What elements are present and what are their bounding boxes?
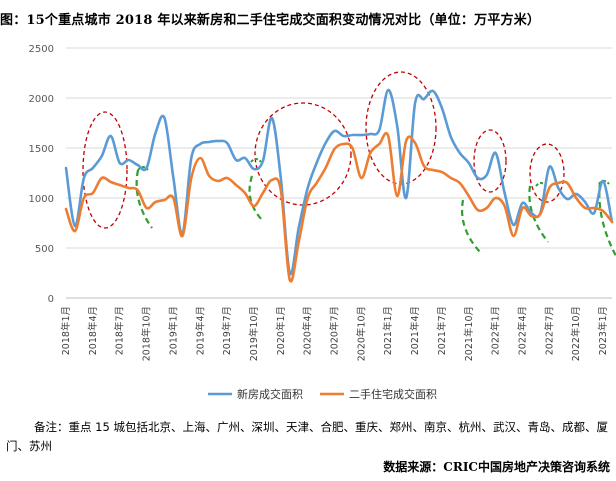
- y-tick-label: 2500: [29, 44, 54, 55]
- x-tick-label: 2021年1月: [382, 306, 394, 355]
- x-tick-label: 2022年10月: [570, 306, 582, 361]
- x-tick-label: 2021年4月: [409, 306, 421, 355]
- highlight-circle: [473, 129, 507, 193]
- y-tick-label: 0: [48, 294, 54, 305]
- x-tick-label: 2020年1月: [275, 306, 287, 355]
- series-new-house: [64, 88, 614, 276]
- x-tick-label: 2020年4月: [302, 306, 314, 355]
- x-tick-label: 2018年7月: [114, 306, 126, 355]
- data-source: 数据来源：CRIC中国房地产决策咨询系统: [383, 460, 610, 474]
- legend-label-new-house: 新房成交面积: [237, 387, 303, 401]
- x-tick-label: 2019年10月: [248, 306, 260, 361]
- x-axis-ticks: 2018年1月 2018年4月 2018年7月 2018年10月 2019年1月 2019…: [60, 306, 609, 361]
- x-tick-label: 2020年10月: [355, 306, 367, 361]
- annotations: [82, 71, 616, 257]
- x-tick-label: 2019年1月: [167, 306, 179, 355]
- highlight-circle: [254, 102, 352, 206]
- legend-label-second-hand: 二手住宅成交面积: [349, 387, 437, 401]
- y-tick-label: 500: [35, 244, 54, 255]
- gridlines: [66, 47, 612, 299]
- green-mark: [248, 175, 263, 221]
- x-tick-label: 2020年7月: [329, 306, 341, 355]
- legend: 新房成交面积 二手住宅成交面积: [208, 387, 437, 401]
- green-mark: [135, 169, 153, 229]
- green-mark: [528, 185, 549, 243]
- highlight-circle: [82, 111, 128, 229]
- x-tick-label: 2019年7月: [221, 306, 233, 355]
- series-second-hand: [64, 131, 614, 283]
- y-tick-label: 1500: [29, 144, 54, 155]
- y-tick-label: 1000: [29, 194, 54, 205]
- chart-title: 图：15个重点城市 2018 年以来新房和二手住宅成交面积变动情况对比（单位：万…: [0, 13, 541, 28]
- x-tick-label: 2018年1月: [60, 306, 72, 355]
- x-tick-label: 2018年4月: [87, 306, 99, 355]
- x-tick-label: 2023年1月: [597, 306, 609, 355]
- footnote: 备注：重点 15 城包括北京、上海、广州、深圳、天津、合肥、重庆、郑州、南京、杭…: [6, 420, 608, 453]
- green-mark: [461, 199, 481, 253]
- highlight-circle: [529, 143, 565, 203]
- x-tick-label: 2022年7月: [543, 306, 555, 355]
- x-tick-label: 2018年10月: [141, 306, 153, 361]
- series-lines: [64, 88, 614, 283]
- x-tick-label: 2019年4月: [194, 306, 206, 355]
- x-tick-label: 2021年10月: [463, 306, 475, 361]
- green-mark: [250, 158, 262, 163]
- y-tick-label: 2000: [29, 94, 54, 105]
- x-tick-label: 2022年4月: [516, 306, 528, 355]
- x-tick-label: 2022年1月: [490, 306, 502, 355]
- y-axis-ticks: 0 500 1000 1500 2000 2500: [29, 44, 54, 305]
- x-tick-label: 2021年7月: [436, 306, 448, 355]
